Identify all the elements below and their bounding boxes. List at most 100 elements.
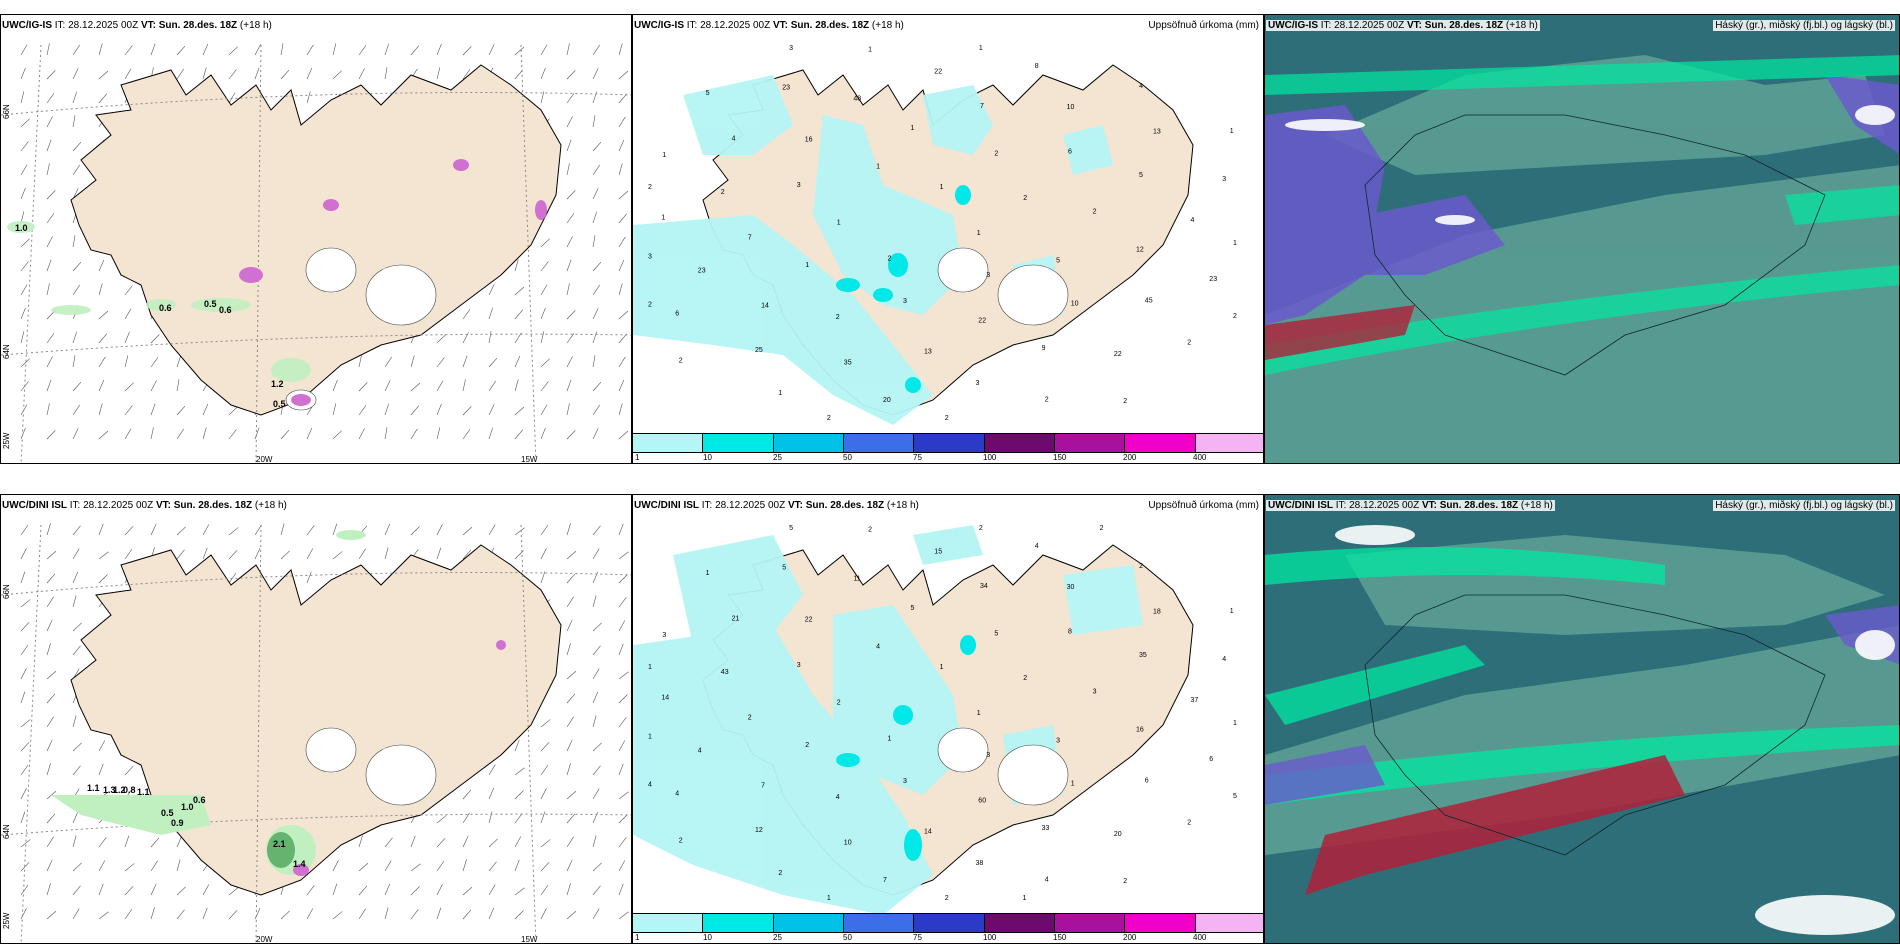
wind-barb bbox=[592, 381, 602, 392]
precip-value: 10 bbox=[844, 840, 852, 847]
wind-barb bbox=[306, 91, 311, 104]
wind-barb bbox=[592, 908, 600, 920]
wind-barb bbox=[566, 310, 576, 320]
wind-barb bbox=[176, 886, 186, 896]
wind-barb bbox=[176, 379, 180, 392]
wind-barb bbox=[358, 45, 367, 56]
wind-barb bbox=[618, 356, 626, 368]
precip-colorbar bbox=[633, 913, 1263, 933]
wind-barb bbox=[254, 67, 260, 80]
panel-title: UWC/IG-IS IT: 28.12.2025 00Z VT: Sun. 28… bbox=[2, 20, 272, 31]
wind-barb bbox=[72, 141, 82, 152]
panel-bot-cloud: UWC/DINI ISL IT: 28.12.2025 00Z VT: Sun.… bbox=[1264, 494, 1900, 944]
wind-barb bbox=[592, 428, 599, 440]
precip-value: 7 bbox=[980, 103, 984, 110]
precip-value: 2 bbox=[836, 314, 840, 321]
precip-value: 38 bbox=[976, 860, 984, 867]
precip-value: 4 bbox=[1222, 656, 1226, 663]
precip-value: 13 bbox=[924, 349, 932, 356]
precip-value: 6 bbox=[675, 310, 679, 317]
panel-right-title: Háský (gr.), miðský (fj.bl.) og lágský (… bbox=[1713, 500, 1895, 511]
wind-barb bbox=[488, 838, 498, 848]
precip-value: 4 bbox=[1139, 83, 1143, 90]
wind-barb bbox=[46, 643, 51, 656]
colorbar-tick: 400 bbox=[1193, 933, 1207, 942]
wind-barb bbox=[98, 911, 109, 920]
wind-barb bbox=[202, 403, 209, 416]
wind-barb bbox=[20, 187, 26, 200]
wind-barb bbox=[46, 910, 57, 920]
wind-barb bbox=[46, 236, 53, 248]
wind-barb bbox=[540, 261, 549, 272]
precip-value: 5 bbox=[994, 630, 998, 637]
precip-value: 1 bbox=[940, 184, 944, 191]
wind-barb bbox=[46, 573, 56, 584]
wind-barb bbox=[150, 380, 157, 392]
wind-barb bbox=[72, 261, 82, 272]
wind-barb bbox=[306, 427, 313, 440]
wind-barb bbox=[20, 742, 30, 752]
wind-barb bbox=[124, 285, 133, 296]
wind-barb bbox=[384, 380, 391, 392]
precip-value: 16 bbox=[1136, 727, 1144, 734]
precip-value: 35 bbox=[1139, 652, 1147, 659]
value-label: 0.5 bbox=[161, 808, 174, 818]
wind-barb bbox=[618, 643, 624, 656]
precip-value: 2 bbox=[1023, 675, 1027, 682]
precip-value: 14 bbox=[761, 303, 769, 310]
wind-barb bbox=[566, 43, 570, 56]
precip-value: 2 bbox=[979, 525, 983, 532]
wind-barb bbox=[618, 597, 627, 608]
wind-barb bbox=[436, 860, 445, 872]
wind-barb bbox=[592, 404, 600, 416]
precip-value: 7 bbox=[883, 877, 887, 884]
cloud-map bbox=[1265, 515, 1899, 943]
wind-barb bbox=[436, 67, 441, 80]
wind-barb bbox=[514, 286, 525, 296]
precip-value: 7 bbox=[748, 235, 752, 242]
precip-value: 2 bbox=[679, 358, 683, 365]
wind-barb bbox=[618, 333, 627, 344]
wind-barb bbox=[20, 91, 25, 104]
precip-value: 6 bbox=[1145, 778, 1149, 785]
wind-barb bbox=[462, 549, 472, 560]
wind-barb bbox=[566, 883, 571, 896]
wind-barb bbox=[306, 525, 315, 536]
precip-value: 15 bbox=[934, 549, 942, 556]
wind-barb bbox=[592, 788, 600, 800]
wind-barb bbox=[228, 69, 237, 80]
wind-barb bbox=[332, 860, 339, 872]
wind-barb bbox=[98, 403, 103, 416]
wind-barb bbox=[280, 429, 290, 440]
wind-barb bbox=[592, 355, 596, 368]
wind-barb bbox=[280, 43, 284, 56]
wind-barb bbox=[332, 430, 342, 440]
lon-label: 20W bbox=[256, 455, 273, 464]
wind-barb bbox=[410, 886, 420, 896]
colorbar-tick: 50 bbox=[843, 453, 852, 462]
wind-barb bbox=[20, 118, 30, 128]
wind-barb bbox=[332, 911, 343, 920]
precip-value: 8 bbox=[1068, 629, 1072, 636]
wind-barb bbox=[514, 429, 523, 440]
wind-barb bbox=[488, 884, 496, 896]
wind-barb bbox=[540, 91, 545, 104]
wind-barb bbox=[46, 836, 54, 848]
wind-barb bbox=[150, 427, 154, 440]
wind-barb bbox=[98, 356, 106, 368]
wind-barb bbox=[566, 619, 573, 632]
wind-barb bbox=[254, 524, 262, 536]
wind-barb bbox=[176, 526, 186, 536]
wind-barb bbox=[488, 427, 493, 440]
wind-barb bbox=[46, 739, 53, 752]
wind-barb bbox=[72, 428, 79, 440]
wind-barb bbox=[332, 70, 342, 80]
wind-barb bbox=[20, 427, 26, 440]
precip-value: 25 bbox=[755, 347, 763, 354]
precip-value: 1 bbox=[648, 734, 652, 741]
wind-barb bbox=[98, 259, 105, 272]
precip-value: 3 bbox=[903, 298, 907, 305]
precip-value: 3 bbox=[986, 752, 990, 759]
precip-value: 2 bbox=[1187, 340, 1191, 347]
precip-value: 1 bbox=[868, 47, 872, 54]
